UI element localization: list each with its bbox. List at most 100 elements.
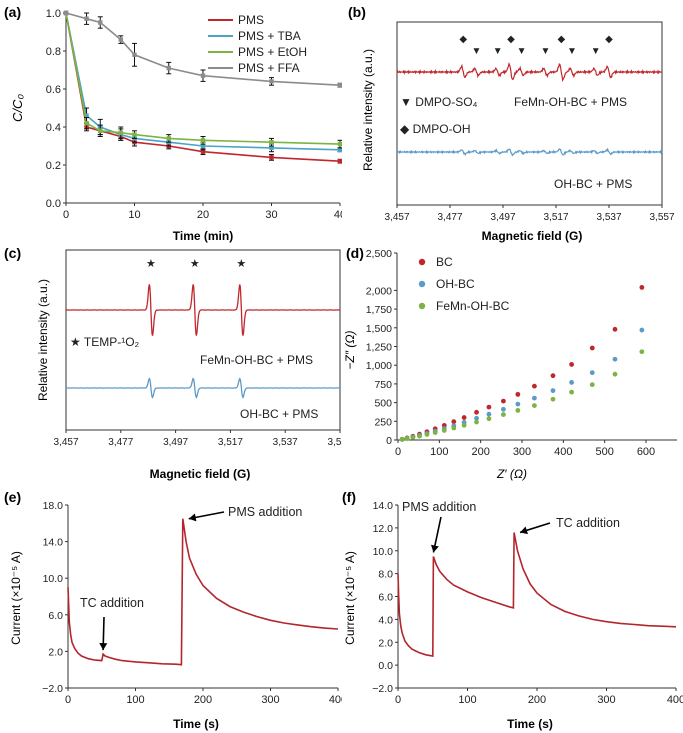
c-series-label-ohbc: OH-BC + PMS bbox=[240, 407, 318, 421]
d-data-point bbox=[451, 425, 457, 431]
d-data-point bbox=[550, 388, 556, 394]
d-y-tick-label: 1,500 bbox=[366, 323, 392, 335]
a-data-point bbox=[269, 155, 274, 160]
f-annotation-0: PMS addition bbox=[402, 500, 476, 514]
b-series-label-ohbc: OH-BC + PMS bbox=[554, 177, 632, 191]
d-y-tick-label: 1,000 bbox=[366, 360, 392, 372]
xlabel-c: Magnetic field (G) bbox=[150, 467, 251, 481]
f-y-tick-label: 2.0 bbox=[378, 637, 393, 649]
c-marker-temp: ★ bbox=[236, 258, 246, 270]
d-data-point bbox=[569, 389, 574, 395]
c-series-label-femn: FeMn-OH-BC + PMS bbox=[200, 353, 313, 367]
d-data-point bbox=[550, 373, 556, 379]
ylabel-f: Current (×10⁻⁵ A) bbox=[343, 551, 357, 645]
d-data-point bbox=[474, 415, 479, 421]
a-data-point bbox=[269, 145, 274, 151]
chart-a: (a) 0 10 20 30 40 0.0 0.2 0.4 0.6 0.8 1.0 PMS PMS +… bbox=[4, 4, 342, 243]
f-y-tick-label: 0.0 bbox=[378, 660, 393, 672]
b-x-tick-label: 3,457 bbox=[384, 212, 409, 223]
panel-label-b: (b) bbox=[348, 4, 366, 20]
d-data-point bbox=[589, 382, 595, 388]
chart-e: (e) 0 100 200 300 400 −2.0 2.0 6.0 10.0 14.0 18.0 T… bbox=[4, 489, 342, 731]
ylabel-d: −Z″ (Ω) bbox=[343, 330, 357, 369]
a-y-tick-label: 0.2 bbox=[46, 160, 61, 172]
e-arrow-head-0 bbox=[99, 643, 108, 651]
f-y-tick-label: 14.0 bbox=[373, 500, 394, 512]
d-data-point bbox=[501, 398, 506, 404]
a-x-tick-label: 40 bbox=[334, 209, 342, 221]
panel-label-a: (a) bbox=[4, 4, 21, 20]
b-marker-dmpo-oh: ◆ bbox=[507, 34, 515, 45]
d-y-tick-label: 1,750 bbox=[366, 304, 392, 316]
d-data-point bbox=[404, 436, 410, 441]
d-x-tick-label: 0 bbox=[395, 446, 401, 458]
d-x-tick-label: 200 bbox=[471, 446, 489, 458]
d-data-point bbox=[451, 419, 457, 425]
d-data-point bbox=[486, 416, 492, 422]
a-x-tick-label: 0 bbox=[63, 209, 69, 221]
d-data-point bbox=[424, 432, 430, 437]
d-data-point bbox=[432, 430, 438, 435]
a-data-point bbox=[84, 113, 89, 118]
c-x-tick-label: 3,557 bbox=[327, 437, 342, 448]
f-x-tick-label: 300 bbox=[597, 694, 615, 706]
d-data-point bbox=[461, 422, 467, 428]
b-x-tick-label: 3,477 bbox=[437, 212, 462, 223]
e-y-tick-label: 18.0 bbox=[43, 500, 64, 512]
a-y-tick-label: 0.0 bbox=[46, 198, 61, 210]
d-data-point bbox=[501, 412, 506, 417]
e-y-tick-label: 2.0 bbox=[48, 646, 63, 658]
e-y-tick-label: 10.0 bbox=[43, 573, 64, 585]
a-x-tick-label: 20 bbox=[197, 209, 209, 221]
a-legend-label: PMS + EtOH bbox=[238, 45, 307, 59]
d-data-point bbox=[417, 433, 422, 439]
d-x-tick-label: 100 bbox=[430, 446, 448, 458]
e-annotation-1: PMS addition bbox=[228, 505, 302, 519]
d-data-point bbox=[461, 415, 467, 420]
a-data-point bbox=[200, 149, 206, 154]
a-data-point bbox=[337, 141, 342, 147]
d-data-point bbox=[639, 285, 645, 290]
e-x-tick-label: 100 bbox=[126, 694, 144, 706]
a-data-point bbox=[118, 130, 123, 135]
d-data-point bbox=[515, 408, 521, 413]
d-y-tick-label: 500 bbox=[374, 398, 392, 410]
d-y-tick-label: 1,250 bbox=[366, 342, 392, 354]
f-x-tick-label: 100 bbox=[458, 694, 476, 706]
b-marker-dmpo-so4: ▼ bbox=[591, 46, 601, 57]
d-x-tick-label: 300 bbox=[513, 446, 531, 458]
d-data-point bbox=[569, 380, 574, 385]
a-data-point bbox=[269, 79, 274, 84]
b-legend-dmpo-so4: ▼ DMPO-SO₄ bbox=[400, 95, 478, 109]
d-legend-swatch bbox=[418, 280, 426, 288]
d-y-tick-label: 0 bbox=[386, 435, 392, 447]
d-data-point bbox=[569, 362, 574, 367]
d-x-tick-label: 600 bbox=[637, 446, 655, 458]
d-data-point bbox=[639, 327, 645, 333]
e-y-tick-label: −2.0 bbox=[42, 683, 63, 695]
f-annotation-1: TC addition bbox=[556, 516, 620, 530]
e-x-tick-label: 400 bbox=[329, 694, 342, 706]
a-y-tick-label: 0.4 bbox=[46, 122, 61, 134]
b-x-tick-label: 3,497 bbox=[490, 212, 515, 223]
b-x-tick-label: 3,517 bbox=[543, 212, 568, 223]
c-legend-temp: ★ TEMP-¹O₂ bbox=[70, 335, 140, 349]
e-y-tick-label: 6.0 bbox=[48, 610, 63, 622]
a-data-point bbox=[98, 128, 103, 133]
d-legend-label: BC bbox=[436, 255, 453, 269]
f-x-tick-label: 400 bbox=[667, 694, 683, 706]
d-data-point bbox=[474, 409, 479, 415]
a-data-point bbox=[118, 37, 123, 42]
d-x-tick-label: 500 bbox=[595, 446, 613, 458]
d-x-tick-label: 400 bbox=[554, 446, 572, 458]
panel-label-c: (c) bbox=[4, 245, 21, 261]
d-data-point bbox=[589, 370, 595, 376]
d-data-point bbox=[410, 435, 416, 440]
e-x-tick-label: 0 bbox=[65, 694, 71, 706]
e-current-line bbox=[67, 518, 339, 666]
d-y-tick-label: 2,000 bbox=[366, 285, 392, 297]
c-x-tick-label: 3,477 bbox=[108, 437, 133, 448]
a-data-point bbox=[132, 52, 137, 57]
ylabel-a: C/C₀ bbox=[10, 94, 25, 122]
b-marker-dmpo-so4: ▼ bbox=[493, 46, 503, 57]
